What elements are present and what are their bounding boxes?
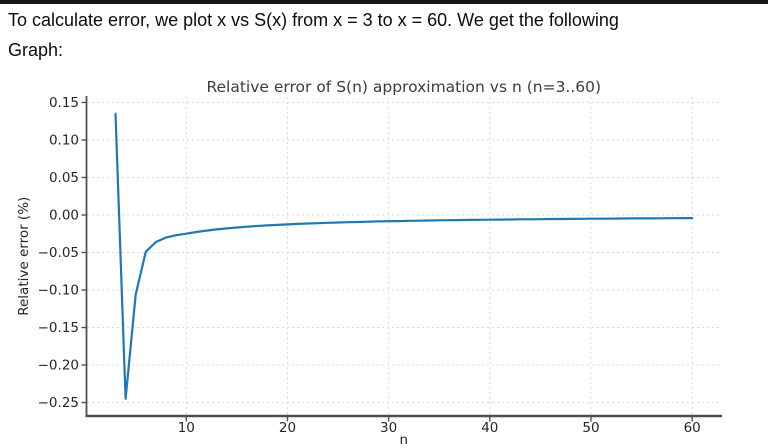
- y-tick-label-−0.25: −0.25: [38, 395, 79, 411]
- y-tick-label-−0.05: −0.05: [38, 245, 79, 261]
- y-tick-labels: 0.15 0.10 0.05 0.00 −0.05 −0.10 −0.15 −0.20 −0.2…: [38, 95, 79, 411]
- plot-gridlines: [87, 97, 721, 416]
- y-axis-label: Relative error (%): [16, 197, 32, 316]
- x-tick-label-50: 50: [582, 420, 599, 436]
- x-tick-label-20: 20: [279, 420, 296, 436]
- y-tick-label-0.05: 0.05: [49, 170, 79, 186]
- y-tick-label-0.00: 0.00: [49, 207, 79, 223]
- top-border-bar: [0, 0, 768, 4]
- x-axis-label: n: [399, 432, 408, 448]
- intro-text: To calculate error, we plot x vs S(x) fr…: [8, 5, 619, 65]
- y-tick-label-0.15: 0.15: [49, 95, 79, 111]
- x-tick-labels: 10 20 30 40 50 60: [178, 420, 701, 436]
- x-tick-label-40: 40: [481, 420, 498, 436]
- axis-tick-marks: [81, 101, 693, 422]
- axis-spines: [85, 96, 722, 418]
- x-tick-label-60: 60: [684, 420, 701, 436]
- y-tick-label-−0.20: −0.20: [38, 358, 79, 374]
- intro-text-line-2: Graph:: [8, 40, 64, 60]
- intro-text-line-1: To calculate error, we plot x vs S(x) fr…: [8, 10, 619, 30]
- x-tick-label-30: 30: [380, 420, 397, 436]
- y-tick-label-−0.10: −0.10: [38, 283, 79, 299]
- chart-title: Relative error of S(n) approximation vs …: [206, 78, 601, 96]
- x-tick-label-10: 10: [178, 420, 195, 436]
- y-tick-label-−0.15: −0.15: [38, 320, 79, 336]
- error-curve: [114, 112, 694, 400]
- y-tick-label-0.10: 0.10: [49, 132, 79, 148]
